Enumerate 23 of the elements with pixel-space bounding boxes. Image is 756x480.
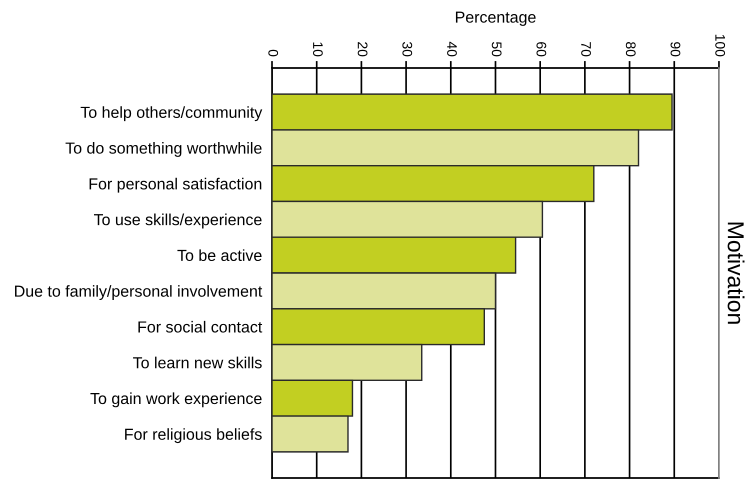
x-tick-label: 80 xyxy=(626,42,636,56)
y-tick-label: To learn new skills xyxy=(133,356,262,368)
y-tick-label: For social contact xyxy=(138,320,262,333)
x-tick-label: 90 xyxy=(670,42,680,56)
y-tick-label: Due to family/personal involvement xyxy=(15,285,262,300)
x-tick-label: 0 xyxy=(268,50,278,56)
x-tick-label: 50 xyxy=(492,42,502,56)
x-tick-label: 30 xyxy=(402,42,412,56)
y-tick-label: To be active xyxy=(177,249,262,262)
y-tick-label: To use skills/experience xyxy=(94,214,262,228)
x-tick-label: 20 xyxy=(358,42,368,56)
x-tick-label: 10 xyxy=(312,42,323,56)
y-tick-label: To do something worthwhile xyxy=(66,142,262,157)
x-tick-label: 70 xyxy=(581,42,591,56)
x-axis-title: Percentage xyxy=(456,12,536,26)
y-tick-label: For religious beliefs xyxy=(125,428,262,444)
y-tick-label: To help others/community xyxy=(80,106,262,122)
x-tick-label: 60 xyxy=(536,42,546,56)
y-axis-title: Motivation xyxy=(728,222,744,324)
x-tick-label: 40 xyxy=(447,42,457,56)
x-tick-label: 100 xyxy=(715,34,726,56)
y-tick-label: To gain work experience xyxy=(90,392,262,408)
y-tick-label: For personal satisfaction xyxy=(90,178,262,193)
